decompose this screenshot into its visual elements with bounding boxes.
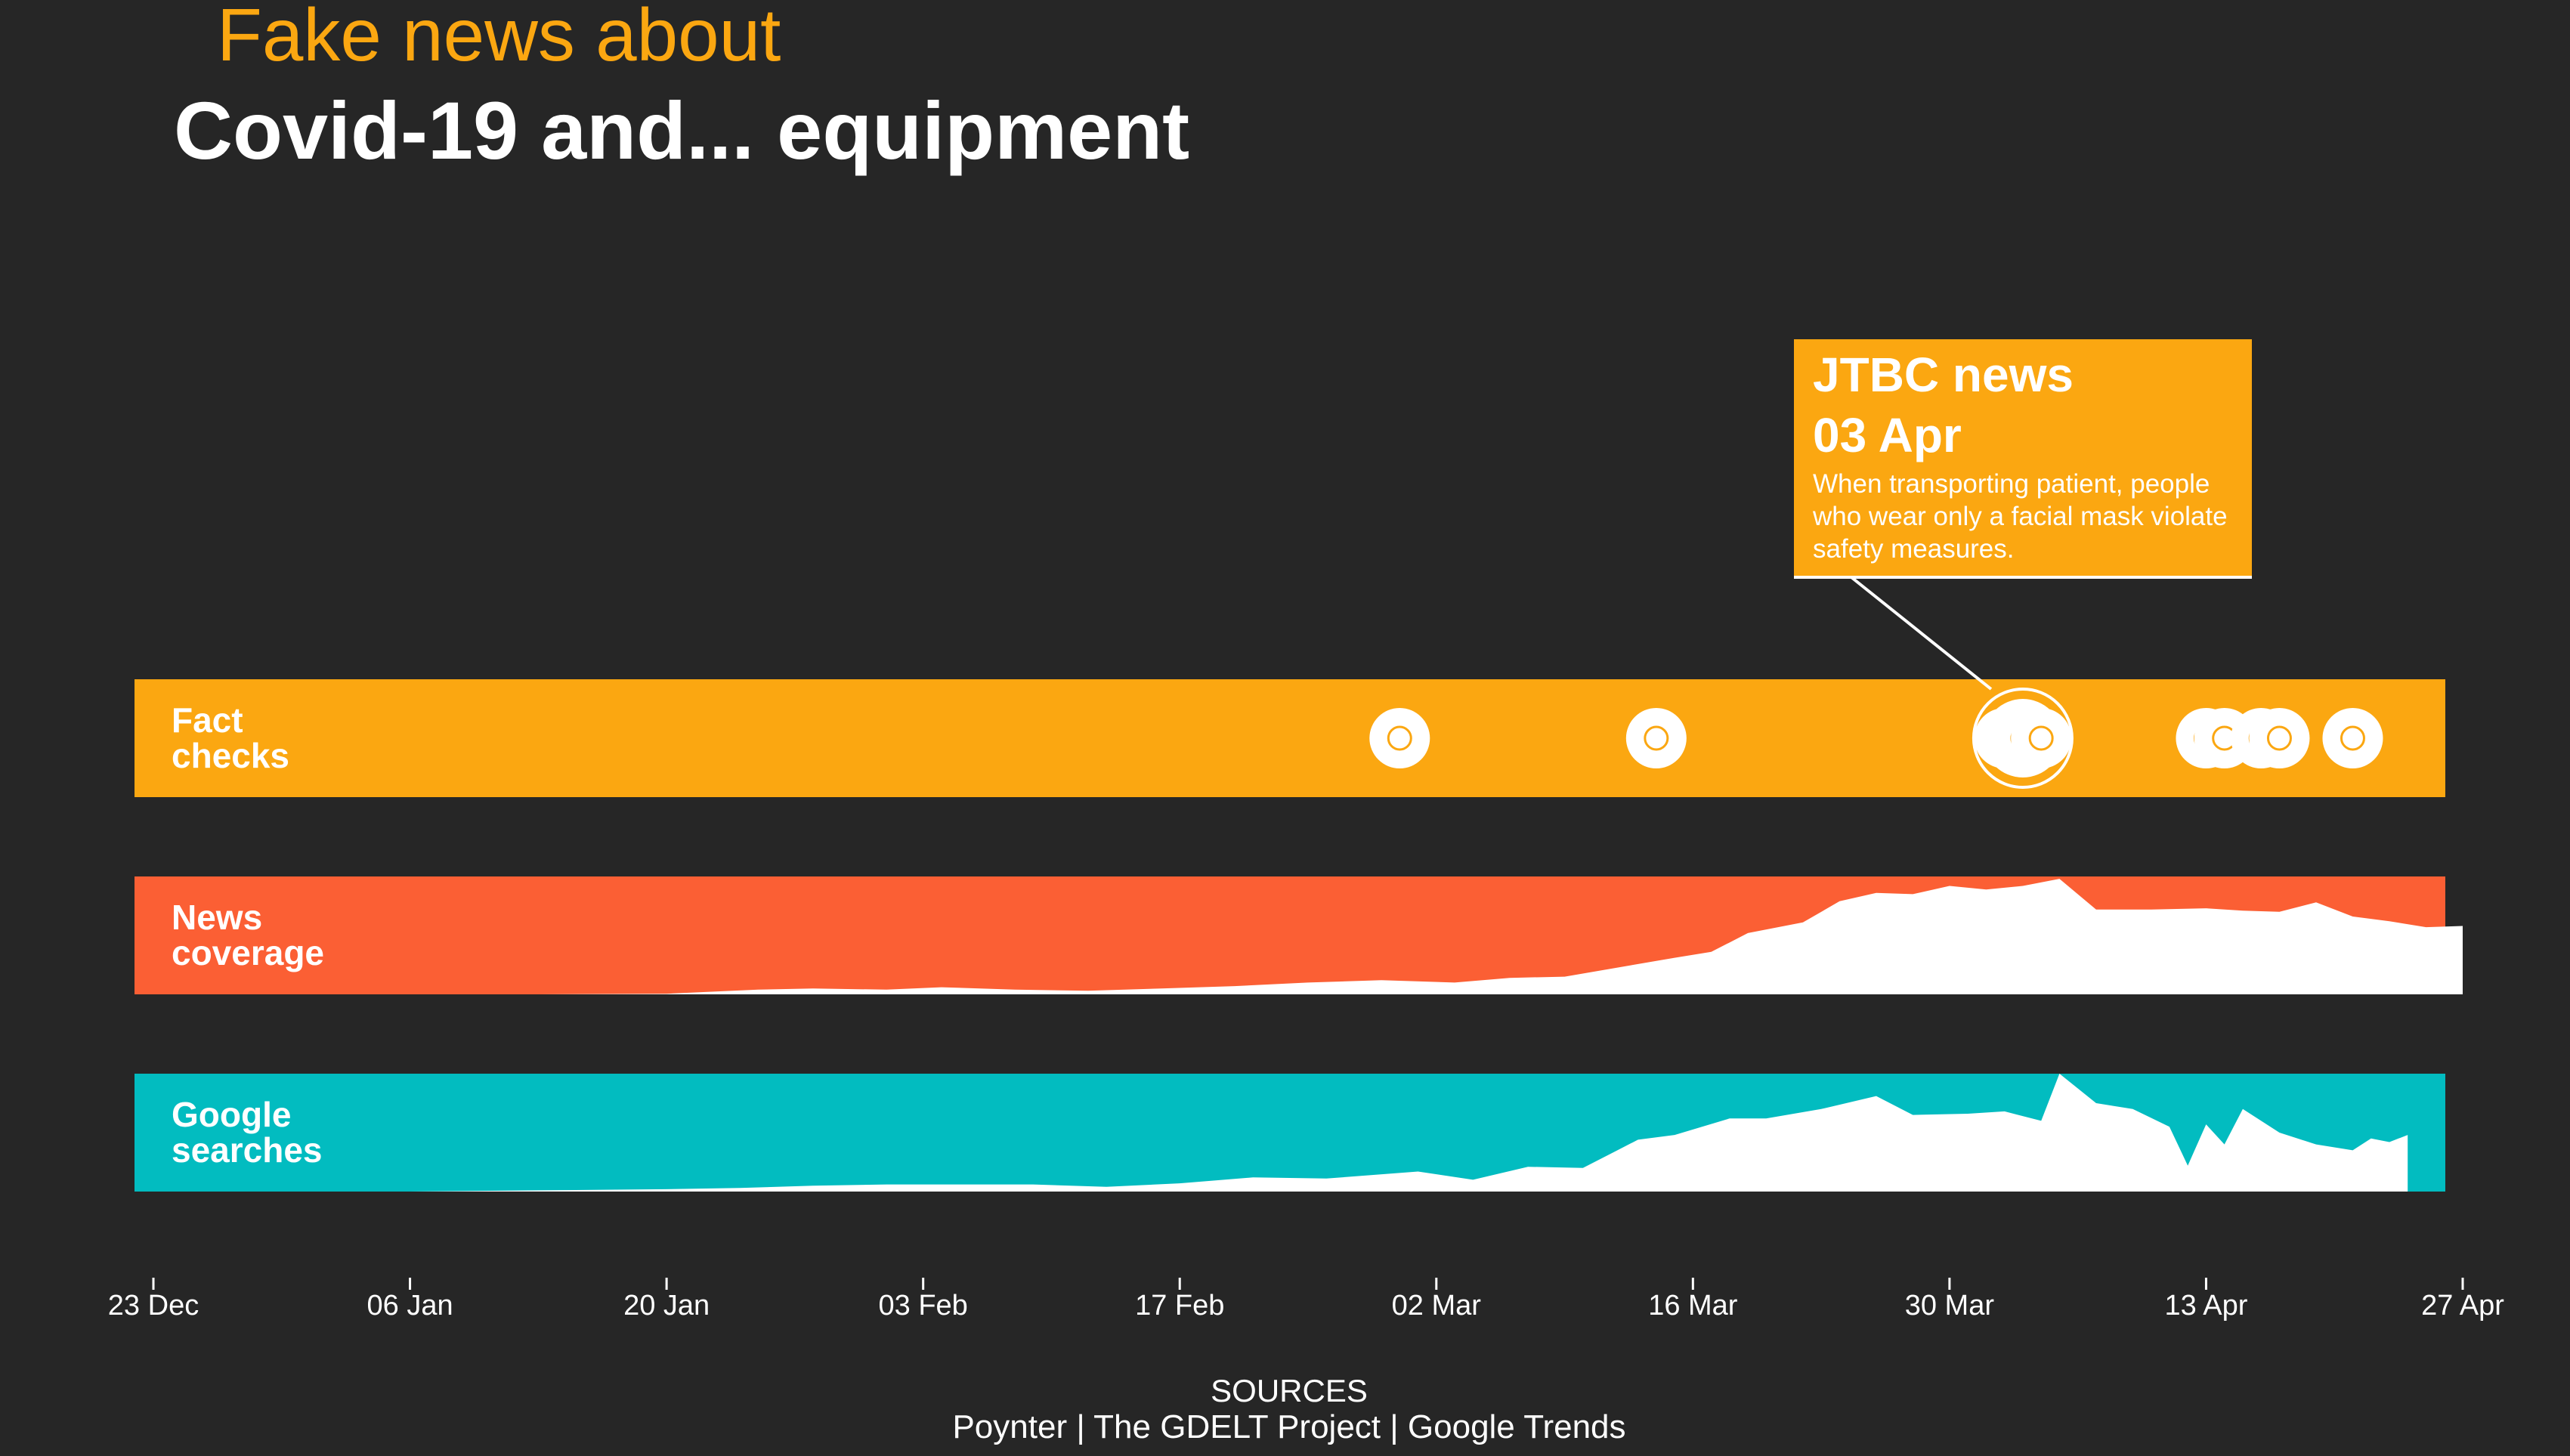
fact-check-dot — [2322, 708, 2383, 768]
annotation-text: When transporting patient, people who wea… — [1812, 469, 2228, 564]
annotation-text-line: who wear only a facial mask violate — [1812, 502, 2228, 531]
fact-check-dot-ring — [2028, 725, 2054, 751]
x-tick-label: 20 Jan — [623, 1290, 710, 1322]
area-google-searches — [153, 1074, 2408, 1192]
fact-check-dot — [1369, 708, 1430, 768]
annotation-text-line: safety measures. — [1813, 534, 2015, 564]
x-tick-label: 27 Apr — [2421, 1290, 2504, 1322]
fact-check-dot — [1625, 708, 1687, 768]
annotation-layer: JTBC news 03 Apr When transporting patient… — [1794, 339, 2252, 789]
annotation-source: JTBC news — [1813, 348, 2074, 402]
row-label-line2: checks — [172, 736, 289, 775]
area-news-coverage — [153, 879, 2463, 994]
x-tick-label: 16 Mar — [1648, 1290, 1738, 1322]
fact-check-dot — [2249, 708, 2310, 768]
annotation-date: 03 Apr — [1813, 408, 1962, 462]
chart-title-line1: Fake news about — [217, 0, 781, 76]
x-tick-label: 02 Mar — [1392, 1290, 1482, 1322]
fact-check-dots — [1369, 699, 2383, 777]
row-label-line1: News — [172, 898, 262, 937]
annotation-box — [1794, 339, 2252, 577]
sources-heading: SOURCES — [1211, 1373, 1368, 1408]
x-tick-label: 30 Mar — [1905, 1290, 1995, 1322]
fact-check-dot-ring — [2340, 725, 2365, 751]
highlight-ring — [1972, 688, 2074, 789]
fact-check-dot — [2011, 708, 2072, 768]
row-label-line1: Fact — [172, 700, 243, 740]
x-tick-label: 03 Feb — [879, 1290, 968, 1322]
fact-check-dot-ring — [1644, 725, 1669, 751]
fact-check-dot-ring — [1387, 725, 1412, 751]
sources-text: Poynter | The GDELT Project | Google Tre… — [952, 1408, 1625, 1445]
x-tick-label: 23 Dec — [108, 1290, 199, 1322]
x-tick-label: 17 Feb — [1135, 1290, 1224, 1322]
row-label-line1: Google — [172, 1095, 291, 1134]
chart-title-line2: Covid-19 and... equipment — [174, 85, 1189, 176]
row-label-line2: searches — [172, 1130, 323, 1170]
row-label-line2: coverage — [172, 933, 324, 972]
x-axis: 23 Dec 06 Jan 20 Jan 03 Feb 17 Feb 02 Mar 16 M… — [108, 1278, 2504, 1322]
row-band — [135, 679, 2445, 797]
annotation-text-line: When transporting patient, people — [1813, 469, 2210, 499]
x-tick-label: 13 Apr — [2165, 1290, 2248, 1322]
x-tick-label: 06 Jan — [367, 1290, 453, 1322]
annotation-leader-line — [1850, 576, 1993, 691]
fact-check-dot-ring — [2266, 725, 2292, 751]
